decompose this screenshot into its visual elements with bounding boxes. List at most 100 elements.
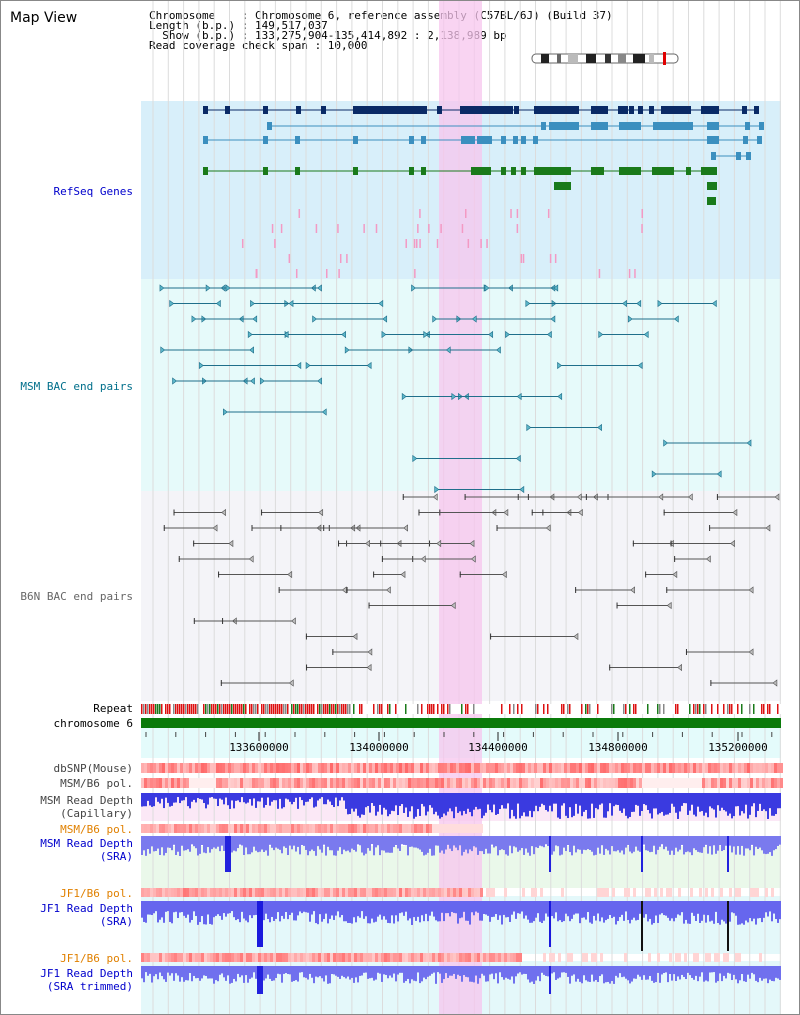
depth-bar (611, 793, 613, 816)
depth-bar (369, 793, 371, 813)
depth-bar (761, 901, 763, 923)
repeat-element (229, 704, 231, 714)
repeat-element (613, 704, 615, 714)
heat-cell (765, 888, 768, 897)
repeat-element (761, 704, 763, 714)
depth-bar (307, 793, 309, 802)
depth-bar (437, 836, 439, 846)
heat-cell (714, 953, 717, 962)
msm-bac-track[interactable] (159, 284, 752, 494)
depth-bar (527, 836, 529, 853)
heat-cell (621, 763, 624, 773)
bac-end-tick (163, 525, 165, 531)
refseq-track[interactable] (203, 106, 764, 278)
depth-bar (485, 901, 487, 915)
repeat-element (237, 704, 239, 714)
depth-bar (731, 966, 733, 981)
repeat-element (695, 704, 697, 714)
repeat-element (361, 704, 363, 714)
depth-bar (559, 836, 561, 856)
depth-bar (621, 966, 623, 978)
depth-bar (743, 793, 745, 814)
heat-cell (450, 888, 453, 897)
heat-cell (183, 953, 186, 962)
depth-bar (477, 836, 479, 855)
heat-cell (180, 778, 183, 788)
heat-cell (174, 953, 177, 962)
heat-cell (168, 778, 171, 788)
b6n-bac-track[interactable] (163, 493, 780, 687)
depth-bar (589, 966, 591, 982)
repeat-element (231, 704, 233, 714)
heat-cell (435, 953, 438, 962)
heat-cell (354, 763, 357, 773)
depth-bar (187, 901, 189, 915)
heat-cell (426, 953, 429, 962)
heat-cell (399, 763, 402, 773)
heat-cell (237, 778, 240, 788)
heat-cell (246, 824, 249, 833)
depth-bar (455, 901, 457, 914)
heat-cell (300, 953, 303, 962)
heat-cell (345, 888, 348, 897)
repeat-element (189, 704, 191, 714)
depth-bar (489, 966, 491, 975)
depth-bar (717, 901, 719, 923)
depth-bar (365, 901, 367, 917)
heat-cell (702, 763, 705, 773)
depth-bar (765, 793, 767, 812)
depth-bar (587, 836, 589, 850)
heat-cell (222, 763, 225, 773)
heat-cell (717, 778, 720, 788)
depth-bar (699, 793, 701, 812)
chromosome-ideogram[interactable] (531, 52, 679, 65)
repeat-element (245, 704, 247, 714)
depth-bar (211, 836, 213, 850)
depth-bar (721, 966, 723, 982)
heat-cell (762, 778, 765, 788)
heat-cell (174, 824, 177, 833)
depth-bar (201, 793, 203, 800)
depth-bar (653, 901, 655, 924)
depth-bar (151, 836, 153, 847)
heat-cell (477, 953, 480, 962)
repeat-element (349, 704, 351, 714)
repeat-element (429, 704, 431, 714)
heat-cell (669, 763, 672, 773)
depth-bar (683, 836, 685, 855)
depth-bar (443, 901, 445, 922)
heat-cell (171, 888, 174, 897)
depth-bar (239, 901, 241, 923)
bac-end-marker (352, 632, 358, 641)
depth-bar (703, 966, 705, 982)
depth-bar (697, 966, 699, 982)
gene-exon-mark (421, 167, 426, 175)
depth-bar (723, 836, 725, 851)
depth-bar (647, 901, 649, 922)
heat-cell (525, 763, 528, 773)
heat-cell (600, 953, 603, 962)
heat-cell (270, 824, 273, 833)
heat-cell (156, 888, 159, 897)
depth-bar (749, 901, 751, 919)
heat-cell (342, 888, 345, 897)
depth-bar (459, 836, 461, 846)
heat-cell (144, 824, 147, 833)
heat-cell (483, 763, 486, 773)
heat-cell (564, 763, 567, 773)
depth-bar (607, 966, 609, 982)
depth-bar (521, 901, 523, 912)
depth-bar (403, 836, 405, 845)
depth-bar (187, 793, 189, 807)
heat-cell (408, 888, 411, 897)
heat-cell (597, 763, 600, 773)
bac-end-tick (709, 525, 711, 531)
depth-bar (327, 793, 329, 800)
heat-cell (141, 824, 144, 833)
depth-bar (385, 836, 387, 853)
depth-bar (555, 836, 557, 846)
depth-bar (247, 793, 249, 803)
heat-cell (459, 824, 462, 833)
refseq-marker (337, 224, 339, 233)
